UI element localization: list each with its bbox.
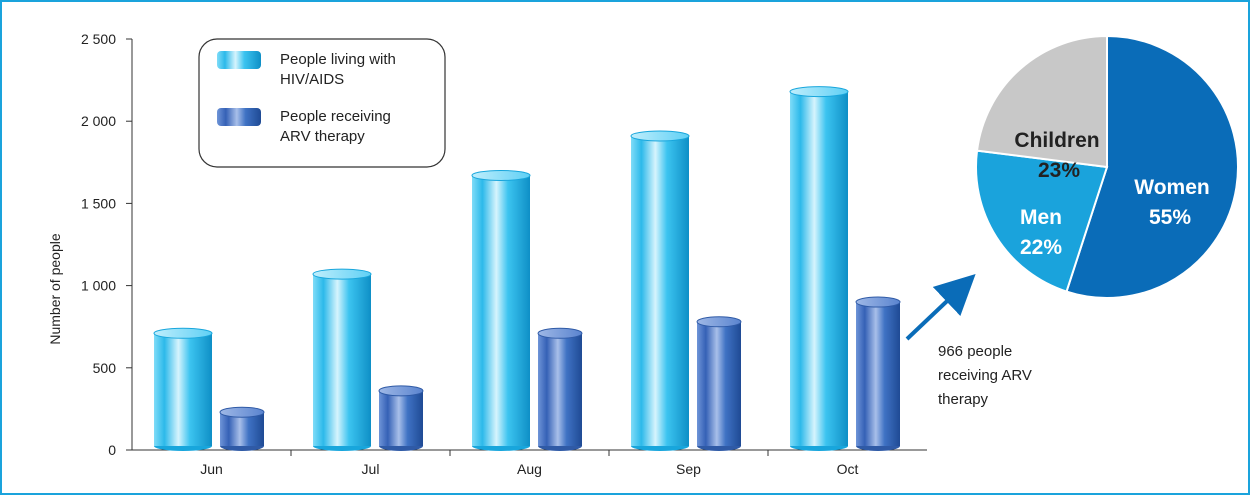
bar [696,316,742,451]
legend-label-arv-2: ARV therapy [280,128,365,145]
legend-label-living-2: HIV/AIDS [280,71,344,88]
bar [153,327,213,451]
pie-slice [975,149,1109,293]
pie-label-women: Women [1134,176,1209,199]
annotation-text: 966 people receiving ARV therapy [938,343,1032,408]
bar [471,169,531,451]
pie-label-children: Children [1014,129,1099,152]
legend-label-living-1: People living with [280,51,396,68]
annotation-line-2: receiving ARV [938,367,1032,384]
bar [630,130,690,451]
x-tick-label: Jul [362,461,380,477]
legend-swatch-living [217,51,261,69]
bar [855,296,901,451]
y-tick-label: 500 [93,360,117,376]
x-tick-label: Jun [200,461,223,477]
legend-swatch-arv [217,108,261,126]
bar [378,385,424,451]
pie-labels: Women 55% Men 22% Children 23% [1014,129,1209,259]
legend: People living with HIV/AIDS People recei… [198,38,446,168]
y-ticks: 0 500 1 000 1 500 2 000 2 500 [81,31,132,458]
x-tick-label: Oct [837,461,859,477]
annotation-line-1: 966 people [938,343,1012,360]
pie-percent-women: 55% [1149,206,1191,229]
legend-box [198,38,446,168]
annotation-arrow [905,273,976,341]
x-tick-label: Sep [676,461,701,477]
y-tick-label: 0 [108,442,116,458]
y-tick-label: 1 500 [81,195,116,211]
y-tick-label: 2 000 [81,113,116,129]
y-tick-label: 2 500 [81,31,116,47]
pie-slice [975,34,1108,169]
pie-label-men: Men [1020,206,1062,229]
x-tick-label: Aug [517,461,542,477]
axes [131,39,927,451]
bar [789,86,849,451]
y-tick-label: 1 000 [81,278,116,294]
bar [312,268,372,451]
pie-chart [975,34,1239,299]
y-axis-label: Number of people [47,233,63,345]
x-ticks: Jun Jul Aug Sep Oct [200,450,858,477]
bar [219,406,265,451]
pie-percent-men: 22% [1020,236,1062,259]
legend-label-arv-1: People receiving [280,108,391,125]
pie-percent-children: 23% [1038,159,1080,182]
annotation-line-3: therapy [938,391,989,408]
bars [153,86,901,451]
bar [537,327,583,451]
pie-slice [1065,34,1239,299]
